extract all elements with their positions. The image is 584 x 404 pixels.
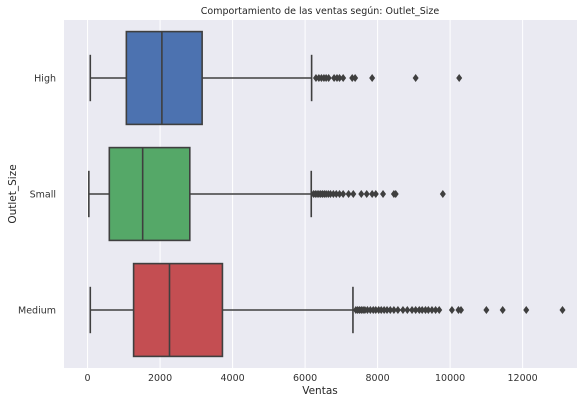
flier-point xyxy=(448,305,455,315)
flier-point xyxy=(340,189,347,199)
x-tick-label: 8000 xyxy=(366,373,390,384)
flier-point xyxy=(372,189,379,199)
flier-point xyxy=(432,305,439,315)
flier-point xyxy=(483,305,490,315)
flier-point xyxy=(345,189,352,199)
x-axis-label: Ventas xyxy=(302,385,338,397)
x-tick-label: 4000 xyxy=(220,373,244,384)
x-tick-label: 6000 xyxy=(293,373,317,384)
flier-point xyxy=(399,305,406,315)
x-tick-label: 12000 xyxy=(508,373,538,384)
fliers-layer xyxy=(310,73,566,315)
flier-point xyxy=(390,305,397,315)
x-tick-label: 10000 xyxy=(435,373,465,384)
flier-point xyxy=(419,305,426,315)
chart-title: Comportamiento de las ventas según: Outl… xyxy=(201,6,440,17)
flier-point xyxy=(384,305,391,315)
flier-point xyxy=(340,73,347,83)
box-iqr xyxy=(125,30,203,126)
flier-point xyxy=(350,189,357,199)
y-tick-label: Medium xyxy=(18,306,56,317)
flier-point xyxy=(387,305,394,315)
flier-point xyxy=(369,73,376,83)
flier-point xyxy=(425,305,432,315)
flier-point xyxy=(336,73,343,83)
flier-point xyxy=(325,73,332,83)
x-tick-label: 0 xyxy=(85,373,91,384)
x-tick-labels: 0 2000 4000 6000 8000 10000 12000 xyxy=(85,373,538,384)
flier-point xyxy=(409,305,416,315)
y-tick-label: Small xyxy=(30,190,56,201)
box-medium xyxy=(89,262,354,358)
flier-point xyxy=(369,189,376,199)
flier-point xyxy=(392,189,399,199)
flier-point xyxy=(559,305,566,315)
y-axis-label: Outlet_Size xyxy=(7,164,19,223)
x-tick-label: 2000 xyxy=(148,373,172,384)
flier-point xyxy=(428,305,435,315)
flier-point xyxy=(412,73,419,83)
box-iqr xyxy=(132,262,224,358)
flier-point xyxy=(380,189,387,199)
flier-point xyxy=(499,305,506,315)
flier-point xyxy=(436,305,443,315)
flier-point xyxy=(363,189,370,199)
flier-point xyxy=(439,189,446,199)
y-tick-labels: High Small Medium xyxy=(18,74,56,317)
flier-point xyxy=(333,189,340,199)
flier-point xyxy=(336,189,343,199)
box-iqr xyxy=(108,146,191,242)
flier-point xyxy=(404,305,411,315)
box-high xyxy=(89,30,313,126)
y-tick-label: High xyxy=(34,74,56,85)
flier-point xyxy=(412,305,419,315)
flier-point xyxy=(456,73,463,83)
flier-point xyxy=(352,73,359,83)
flier-point xyxy=(523,305,530,315)
flier-point xyxy=(394,305,401,315)
flier-point xyxy=(358,189,365,199)
flier-point xyxy=(457,305,464,315)
